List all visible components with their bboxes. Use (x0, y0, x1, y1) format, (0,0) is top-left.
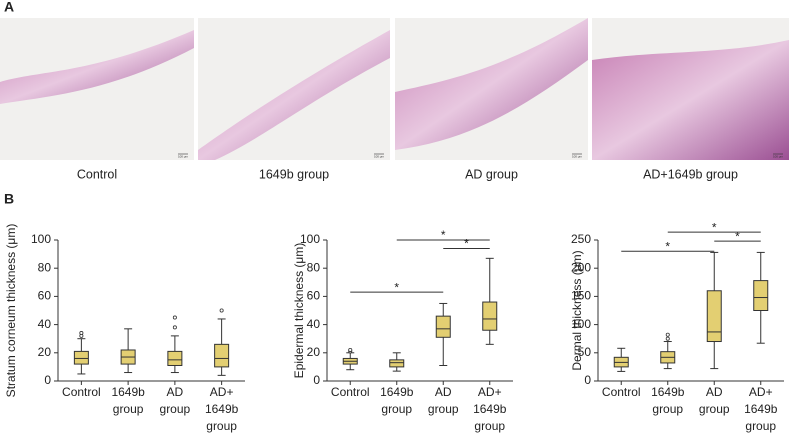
x-tick-label: 1649b group (380, 385, 414, 416)
image-caption: Control (77, 167, 117, 181)
micrograph (0, 18, 194, 160)
x-tick-label-line: group (699, 402, 730, 416)
x-tick-label-line: group (745, 419, 776, 433)
y-tick-label: 0 (313, 373, 320, 387)
scale-bar-label: 100 μm (374, 154, 385, 158)
box (706, 290, 722, 343)
y-tick-label: 20 (38, 345, 52, 359)
y-axis-title: Dermal thickness (μm) (570, 250, 584, 370)
y-tick-label: 40 (307, 317, 321, 331)
scale-bar-label: 100 μm (773, 154, 784, 158)
y-tick-label: 60 (38, 289, 52, 303)
x-tick-label-line: AD+ (749, 385, 773, 399)
outlier (79, 331, 84, 336)
y-tick-label: 100 (31, 232, 51, 246)
image-caption: 1649b group (259, 167, 329, 181)
image-caption: AD+1649b group (643, 167, 738, 181)
outlier (665, 332, 670, 337)
x-tick-label-line: AD+ (478, 385, 502, 399)
x-tick-label-line: group (428, 402, 459, 416)
image-caption: AD group (465, 167, 518, 181)
micrograph (198, 18, 390, 160)
x-tick-label-line: group (381, 402, 412, 416)
box (389, 359, 405, 368)
y-tick-label: 60 (307, 289, 321, 303)
x-tick-label-line: 1649b (205, 402, 239, 416)
x-tick-label-line: group (113, 402, 144, 416)
x-tick-label-line: Control (331, 385, 370, 399)
x-tick-label: Control (602, 385, 641, 399)
micrograph (395, 18, 588, 160)
x-tick-label-line: 1649b (651, 385, 685, 399)
x-tick-label: AD group (160, 385, 191, 416)
y-tick-label: 80 (38, 260, 52, 274)
scale-bar-label: 100 μm (572, 154, 583, 158)
significance-label: * (441, 228, 446, 242)
x-tick-label: 1649b group (651, 385, 685, 416)
x-tick-label-line: group (160, 402, 191, 416)
micrographs (0, 18, 789, 160)
y-axis-title: Epidermal thickness (μm) (292, 243, 306, 379)
tissue (592, 40, 789, 160)
x-tick-label-line: Control (62, 385, 101, 399)
x-tick-label-line: 1649b (473, 402, 507, 416)
box (482, 301, 498, 331)
x-tick-label-line: group (652, 402, 683, 416)
box (167, 350, 183, 366)
y-tick-label: 0 (44, 373, 51, 387)
y-tick-label: 80 (307, 260, 321, 274)
x-tick-label: AD+ 1649b group (744, 385, 778, 433)
x-tick-label-line: AD (435, 385, 452, 399)
y-axis-title: Stratum corneum thickness (μm) (4, 224, 18, 398)
outlier (172, 315, 177, 320)
tissue (0, 30, 194, 104)
outlier (172, 325, 177, 330)
x-tick-label: AD group (699, 385, 730, 416)
outlier (219, 308, 224, 313)
y-tick-label: 250 (571, 232, 591, 246)
significance-label: * (712, 220, 717, 234)
x-tick-label: AD+ 1649b group (473, 385, 507, 433)
panel-label: A (4, 0, 14, 15)
outlier (665, 336, 670, 341)
x-tick-label: Control (331, 385, 370, 399)
x-tick-label: 1649b group (111, 385, 145, 416)
x-tick-label: AD group (428, 385, 459, 416)
box (73, 350, 89, 365)
x-tick-label-line: Control (602, 385, 641, 399)
x-tick-label-line: group (474, 419, 505, 433)
x-tick-label: Control (62, 385, 101, 399)
x-tick-label-line: AD (167, 385, 184, 399)
micrograph (592, 18, 789, 160)
box (214, 343, 230, 368)
y-tick-label: 20 (307, 345, 321, 359)
x-tick-label-line: 1649b (111, 385, 145, 399)
y-tick-label: 150 (571, 289, 591, 303)
x-tick-label: AD+ 1649b group (205, 385, 239, 433)
y-tick-label: 100 (571, 317, 591, 331)
box (753, 280, 769, 312)
x-tick-label-line: group (206, 419, 237, 433)
tissue (198, 30, 390, 160)
significance-label: * (665, 239, 670, 253)
panel-label: B (4, 191, 14, 207)
x-tick-label-line: AD (706, 385, 723, 399)
significance-label: * (735, 229, 740, 243)
significance-label: * (394, 280, 399, 294)
x-tick-label-line: 1649b (380, 385, 414, 399)
scale-bar-label: 100 μm (178, 154, 189, 158)
x-tick-label-line: AD+ (210, 385, 234, 399)
outlier (348, 347, 353, 352)
significance-label: * (464, 237, 469, 251)
y-tick-label: 100 (300, 232, 320, 246)
y-tick-label: 40 (38, 317, 52, 331)
y-tick-label: 0 (584, 373, 591, 387)
box (435, 315, 451, 338)
tissue (395, 18, 588, 150)
y-tick-label: 200 (571, 260, 591, 274)
y-tick-label: 50 (578, 345, 592, 359)
x-tick-label-line: 1649b (744, 402, 778, 416)
